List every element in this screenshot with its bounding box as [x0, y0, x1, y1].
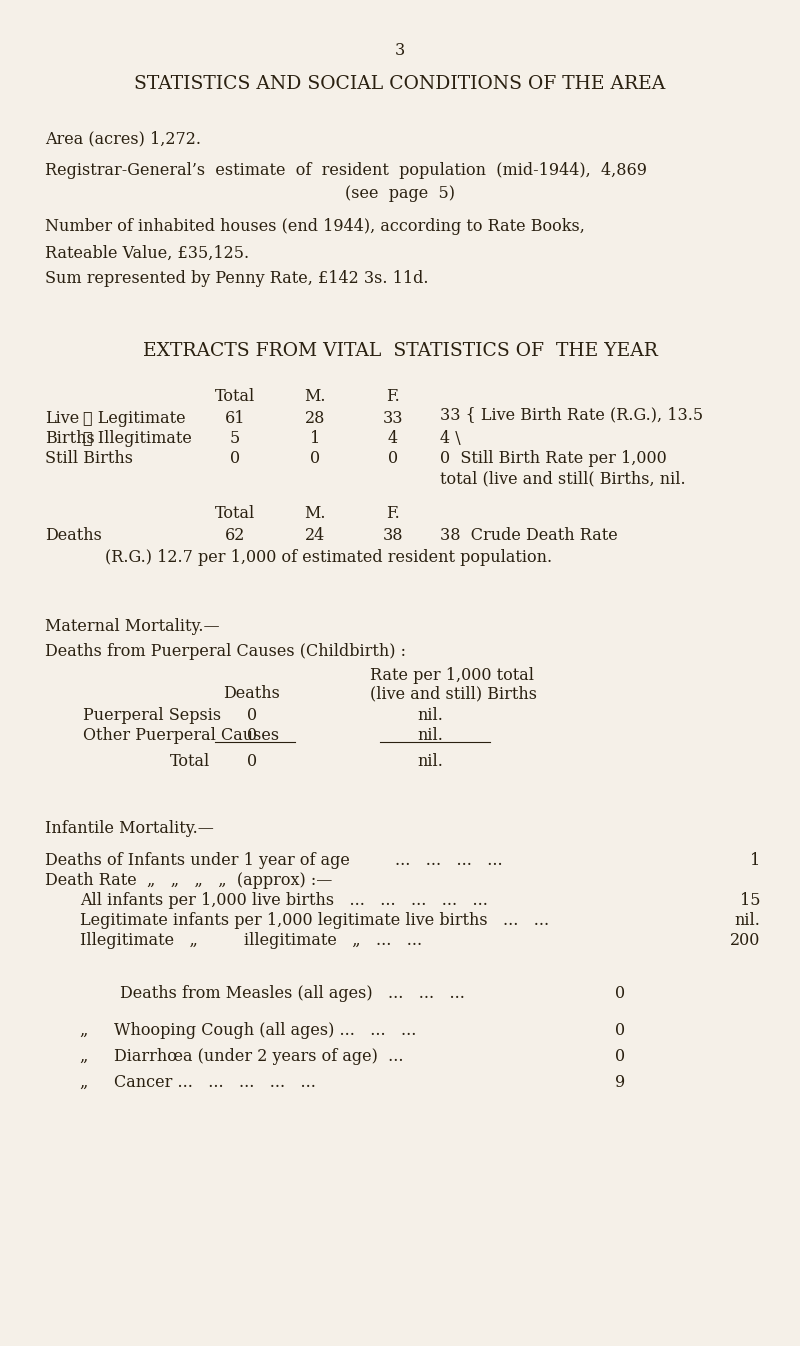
Text: Area (acres) 1,272.: Area (acres) 1,272.: [45, 131, 201, 147]
Text: 15: 15: [739, 892, 760, 909]
Text: Births: Births: [45, 429, 94, 447]
Text: ...   ...   ...   ...: ... ... ... ...: [395, 852, 502, 870]
Text: 0: 0: [230, 450, 240, 467]
Text: M.: M.: [304, 388, 326, 405]
Text: Number of inhabited houses (end 1944), according to Rate Books,: Number of inhabited houses (end 1944), a…: [45, 218, 585, 236]
Text: Maternal Mortality.—: Maternal Mortality.—: [45, 618, 220, 635]
Text: 0: 0: [388, 450, 398, 467]
Text: Total: Total: [170, 752, 210, 770]
Text: 0: 0: [247, 727, 257, 744]
Text: Other Puerperal Causes: Other Puerperal Causes: [83, 727, 279, 744]
Text: Rateable Value, £35,125.: Rateable Value, £35,125.: [45, 245, 249, 262]
Text: 38: 38: [382, 528, 403, 544]
Text: total (live and still( Births, nil.: total (live and still( Births, nil.: [440, 470, 686, 487]
Text: „     Diarrhœa (under 2 years of age)  ...: „ Diarrhœa (under 2 years of age) ...: [80, 1049, 403, 1065]
Text: Still Births: Still Births: [45, 450, 133, 467]
Text: Live: Live: [45, 411, 79, 427]
Text: Deaths: Deaths: [45, 528, 102, 544]
Text: Legitimate infants per 1,000 legitimate live births   ...   ...: Legitimate infants per 1,000 legitimate …: [80, 913, 549, 929]
Text: 4: 4: [388, 429, 398, 447]
Text: „     Cancer ...   ...   ...   ...   ...: „ Cancer ... ... ... ... ...: [80, 1074, 316, 1092]
Text: EXTRACTS FROM VITAL  STATISTICS OF  THE YEAR: EXTRACTS FROM VITAL STATISTICS OF THE YE…: [142, 342, 658, 359]
Text: Illegitimate   „         illegitimate   „   ...   ...: Illegitimate „ illegitimate „ ... ...: [80, 931, 422, 949]
Text: Total: Total: [215, 505, 255, 522]
Text: (live and still) Births: (live and still) Births: [370, 685, 537, 703]
Text: 200: 200: [730, 931, 760, 949]
Text: M.: M.: [304, 505, 326, 522]
Text: All infants per 1,000 live births   ...   ...   ...   ...   ...: All infants per 1,000 live births ... ..…: [80, 892, 488, 909]
Text: 38  Crude Death Rate: 38 Crude Death Rate: [440, 528, 618, 544]
Text: Rate per 1,000 total: Rate per 1,000 total: [370, 668, 534, 684]
Text: nil.: nil.: [734, 913, 760, 929]
Text: 1: 1: [750, 852, 760, 870]
Text: 61: 61: [225, 411, 246, 427]
Text: 4 \: 4 \: [440, 429, 461, 447]
Text: Registrar-General’s  estimate  of  resident  population  (mid-1944),  4,869: Registrar-General’s estimate of resident…: [45, 162, 647, 179]
Text: „     Whooping Cough (all ages) ...   ...   ...: „ Whooping Cough (all ages) ... ... ...: [80, 1022, 416, 1039]
Text: 28: 28: [305, 411, 325, 427]
Text: (R.G.) 12.7 per 1,000 of estimated resident population.: (R.G.) 12.7 per 1,000 of estimated resid…: [105, 549, 552, 567]
Text: 33: 33: [382, 411, 403, 427]
Text: ❘ Legitimate: ❘ Legitimate: [83, 411, 186, 427]
Text: 5: 5: [230, 429, 240, 447]
Text: 0: 0: [247, 707, 257, 724]
Text: 0: 0: [615, 1022, 625, 1039]
Text: Puerperal Sepsis: Puerperal Sepsis: [83, 707, 221, 724]
Text: 0: 0: [247, 752, 257, 770]
Text: STATISTICS AND SOCIAL CONDITIONS OF THE AREA: STATISTICS AND SOCIAL CONDITIONS OF THE …: [134, 75, 666, 93]
Text: 0: 0: [310, 450, 320, 467]
Text: nil.: nil.: [417, 727, 443, 744]
Text: 3: 3: [395, 42, 405, 59]
Text: 33 { Live Birth Rate (R.G.), 13.5: 33 { Live Birth Rate (R.G.), 13.5: [440, 406, 703, 423]
Text: F.: F.: [386, 505, 400, 522]
Text: F.: F.: [386, 388, 400, 405]
Text: 0: 0: [615, 1049, 625, 1065]
Text: Total: Total: [215, 388, 255, 405]
Text: nil.: nil.: [417, 707, 443, 724]
Text: nil.: nil.: [417, 752, 443, 770]
Text: Deaths: Deaths: [223, 685, 281, 703]
Text: Sum represented by Penny Rate, £142 3s. 11d.: Sum represented by Penny Rate, £142 3s. …: [45, 271, 429, 287]
Text: (see  page  5): (see page 5): [345, 184, 455, 202]
Text: ❘ Illegitimate: ❘ Illegitimate: [83, 429, 192, 447]
Text: 0: 0: [615, 985, 625, 1001]
Text: 24: 24: [305, 528, 325, 544]
Text: Death Rate  „   „   „   „  (approx) :—: Death Rate „ „ „ „ (approx) :—: [45, 872, 332, 888]
Text: Infantile Mortality.—: Infantile Mortality.—: [45, 820, 214, 837]
Text: 0  Still Birth Rate per 1,000: 0 Still Birth Rate per 1,000: [440, 450, 666, 467]
Text: 62: 62: [225, 528, 245, 544]
Text: Deaths from Puerperal Causes (Childbirth) :: Deaths from Puerperal Causes (Childbirth…: [45, 643, 406, 660]
Text: Deaths from Measles (all ages)   ...   ...   ...: Deaths from Measles (all ages) ... ... .…: [120, 985, 465, 1001]
Text: Deaths of Infants under 1 year of age: Deaths of Infants under 1 year of age: [45, 852, 350, 870]
Text: 9: 9: [614, 1074, 625, 1092]
Text: 1: 1: [310, 429, 320, 447]
